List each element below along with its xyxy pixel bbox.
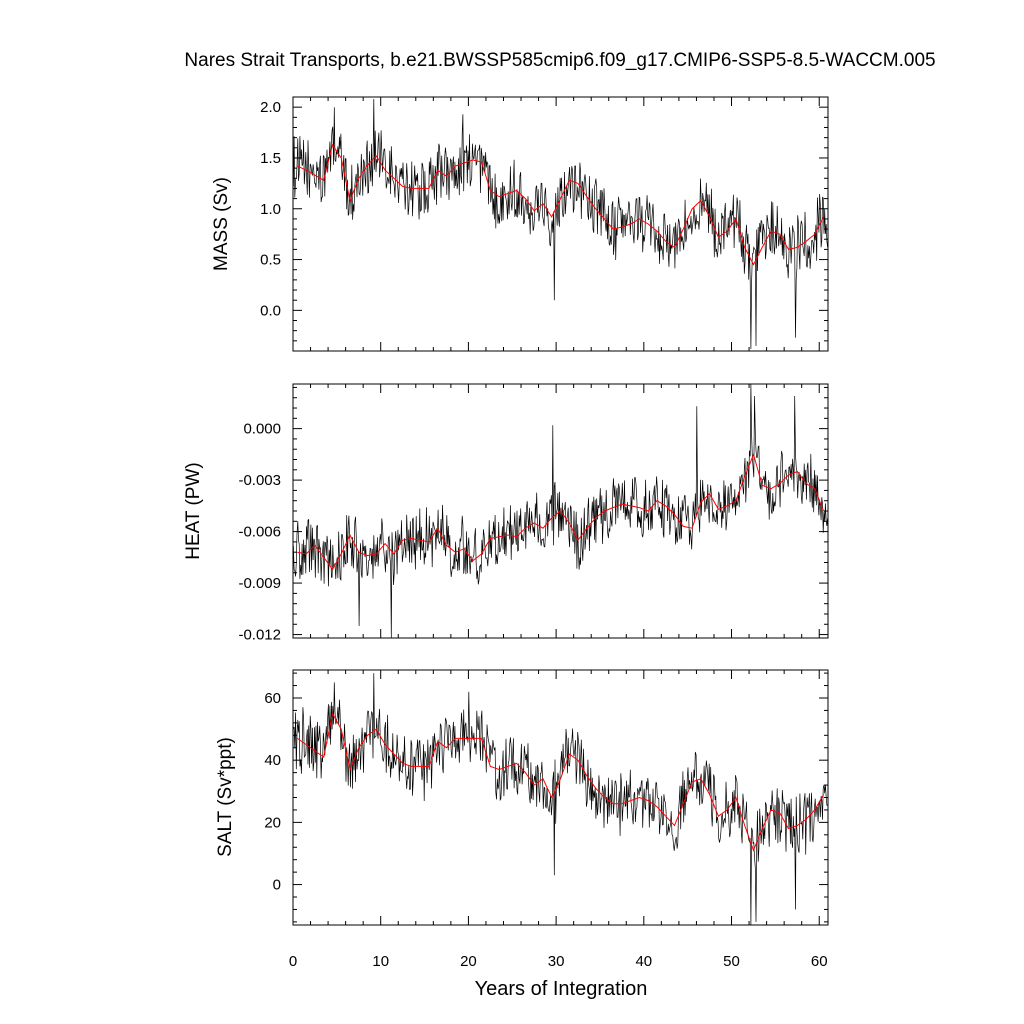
x-tick-label: 50 (723, 953, 740, 970)
x-tick-label: 20 (460, 953, 477, 970)
heat-y-tick-label: -0.006 (238, 524, 281, 541)
mass-annual-mean-series (297, 143, 825, 266)
mass-y-tick-label: 1.5 (260, 150, 281, 167)
mass-y-tick-label: 0.5 (260, 252, 281, 269)
salt-y-tick-label: 0 (273, 877, 281, 894)
x-tick-label: 10 (372, 953, 389, 970)
salt-y-tick-label: 20 (264, 814, 281, 831)
x-tick-label: 30 (548, 953, 565, 970)
x-tick-label: 0 (289, 953, 297, 970)
salt-monthly-series (293, 673, 828, 925)
heat-y-tick-label: -0.003 (238, 472, 281, 489)
mass-panel: 0.0 0.5 1.0 1.5 2.0 (260, 96, 829, 352)
heat-axis-label: HEAT (PW) (183, 462, 204, 559)
heat-panel: -0.012 -0.009 -0.006 -0.003 0.000 (238, 383, 829, 644)
x-axis-label: Years of Integration (475, 978, 648, 1000)
heat-y-tick-label: 0.000 (243, 421, 281, 438)
salt-axis-label: SALT (Sv*ppt) (215, 737, 236, 857)
mass-y-tick-label: 0.0 (260, 302, 281, 319)
heat-y-tick-label: -0.012 (238, 627, 281, 644)
salt-annual-mean-series (297, 712, 825, 852)
salt-y-tick-label: 40 (264, 752, 281, 769)
x-tick-label: 60 (811, 953, 828, 970)
mass-monthly-series (293, 98, 828, 350)
chart-title: Nares Strait Transports, b.e21.BWSSP585c… (184, 50, 935, 71)
salt-y-tick-label: 60 (264, 690, 281, 707)
heat-annual-mean-series (297, 452, 825, 571)
mass-axis-label: MASS (Sv) (211, 177, 232, 271)
salt-panel: 0 20 40 60 0 10 20 30 40 50 60 (264, 669, 829, 970)
mass-y-tick-label: 2.0 (260, 99, 281, 116)
mass-plot-frame (292, 96, 829, 352)
x-tick-label: 40 (635, 953, 652, 970)
heat-y-tick-label: -0.009 (238, 575, 281, 592)
mass-y-tick-label: 1.0 (260, 201, 281, 218)
